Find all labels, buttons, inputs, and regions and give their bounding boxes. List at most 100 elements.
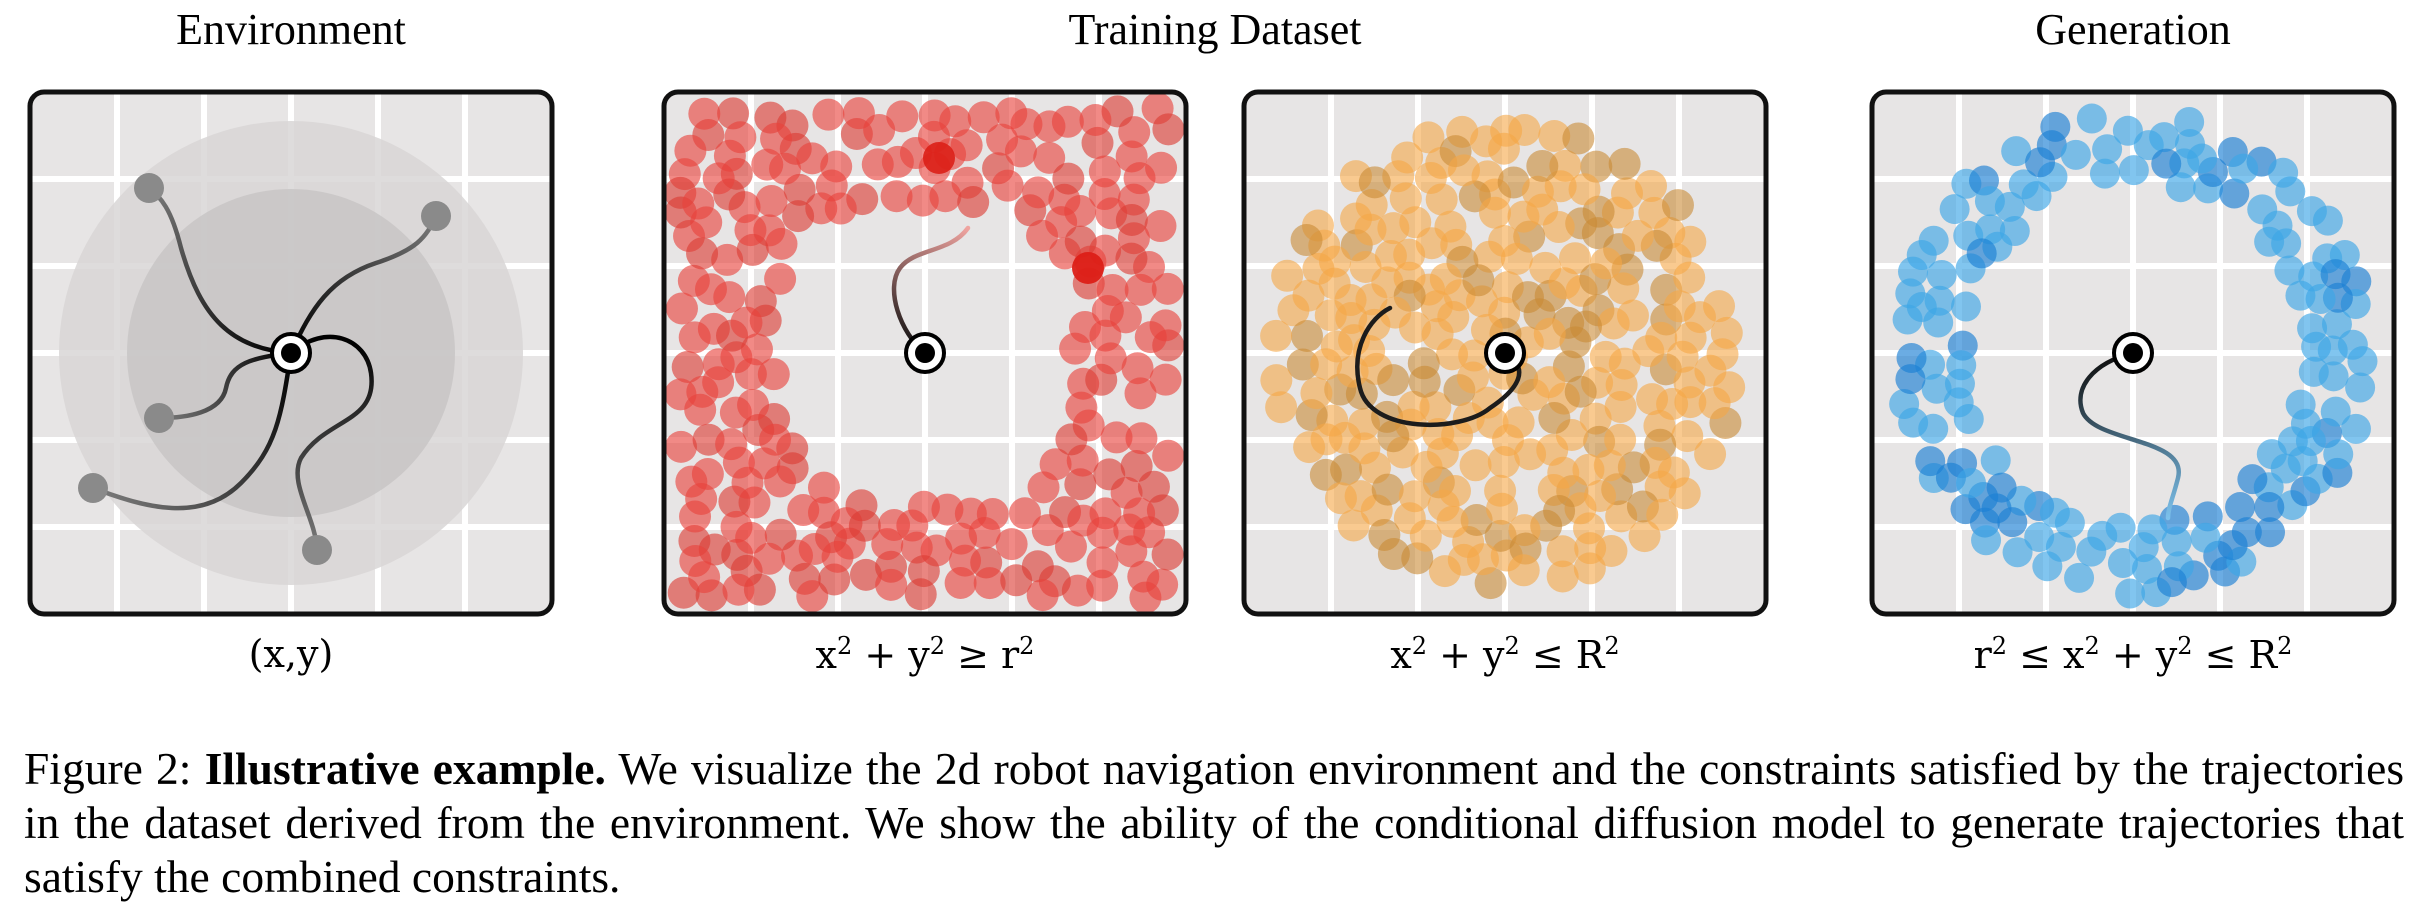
- data-point: [1980, 445, 2011, 476]
- data-point: [1293, 431, 1326, 464]
- data-point: [755, 185, 788, 218]
- data-point: [2054, 507, 2085, 538]
- data-point: [1377, 364, 1410, 397]
- data-point: [1568, 173, 1601, 206]
- data-point: [2340, 413, 2371, 444]
- data-point: [1358, 166, 1391, 199]
- data-point: [764, 465, 797, 498]
- data-point: [1152, 113, 1185, 146]
- data-point: [2060, 139, 2091, 170]
- data-point: [1487, 446, 1520, 479]
- data-point: [880, 180, 913, 213]
- data-point: [1607, 272, 1640, 305]
- data-point: [1668, 477, 1701, 510]
- trajectory-endpoint: [421, 201, 451, 231]
- trajectory-path: [288, 213, 439, 356]
- data-point: [1564, 375, 1597, 408]
- trajectory-path: [146, 185, 294, 356]
- data-point: [2107, 547, 2138, 578]
- data-point: [1966, 238, 1997, 269]
- data-point: [1906, 292, 1937, 323]
- data-point: [1487, 132, 1520, 165]
- data-point: [1290, 224, 1323, 257]
- data-point: [1437, 300, 1470, 333]
- data-point: [702, 162, 735, 195]
- data-point: [2274, 255, 2305, 286]
- data-point: [1260, 364, 1293, 397]
- data-point: [1485, 492, 1518, 525]
- content: [664, 92, 1185, 614]
- data-point: [760, 122, 793, 155]
- data-point: [769, 152, 802, 185]
- data-point: [1300, 377, 1333, 410]
- data-point: [1939, 194, 1970, 225]
- data-point: [1617, 451, 1650, 484]
- data-point: [995, 528, 1028, 561]
- data-point: [2295, 426, 2326, 457]
- data-point: [1349, 250, 1382, 283]
- data-point: [1026, 579, 1059, 612]
- data-point: [1562, 122, 1595, 155]
- data-point: [1915, 446, 1946, 477]
- data-point: [1456, 361, 1489, 394]
- data-point: [1447, 543, 1480, 576]
- data-point: [1459, 449, 1492, 482]
- data-point: [1628, 520, 1661, 553]
- data-point: [1479, 196, 1512, 229]
- data-point: [1569, 310, 1602, 343]
- data-point: [875, 568, 908, 601]
- data-point: [1354, 213, 1387, 246]
- data-point: [1547, 456, 1580, 489]
- data-point: [798, 532, 831, 565]
- data-point: [1436, 338, 1469, 371]
- data-point: [2128, 532, 2159, 563]
- data-point: [907, 490, 940, 523]
- data-point: [757, 358, 790, 391]
- data-point: [2105, 512, 2136, 543]
- data-point: [1597, 307, 1630, 340]
- data-point: [782, 200, 815, 233]
- training-inner-panel: [1240, 88, 1770, 618]
- data-point: [820, 150, 853, 183]
- data-point: [1079, 104, 1112, 137]
- data-point: [1072, 252, 1104, 284]
- data-point: [1054, 530, 1087, 563]
- data-point: [1309, 458, 1342, 491]
- data-point: [918, 99, 951, 132]
- data-point: [2270, 453, 2301, 484]
- data-point: [1151, 272, 1184, 305]
- data-point: [796, 580, 829, 613]
- trajectory-path: [90, 350, 294, 511]
- data-point: [1994, 191, 2025, 222]
- data-point: [1950, 291, 1981, 322]
- content: [59, 121, 523, 585]
- data-point: [2347, 346, 2378, 377]
- data-point: [1086, 569, 1119, 602]
- data-point: [711, 243, 744, 276]
- label-outer-constraint: x2 + y2 ≥ r2: [815, 632, 1035, 677]
- data-point: [1538, 119, 1571, 152]
- data-point: [1488, 224, 1521, 257]
- label-environment: (x,y): [248, 632, 334, 676]
- data-point: [1906, 240, 1937, 271]
- data-point: [1646, 498, 1679, 531]
- data-point: [1121, 352, 1154, 385]
- data-point: [2317, 335, 2348, 366]
- data-point: [1081, 126, 1114, 159]
- data-point: [1123, 497, 1156, 530]
- trajectory-path: [2078, 350, 2181, 521]
- data-point: [1447, 154, 1480, 187]
- data-point: [665, 292, 698, 325]
- data-point: [1533, 366, 1566, 399]
- data-point: [1377, 538, 1410, 571]
- data-point: [1429, 262, 1462, 295]
- data-point: [1052, 162, 1085, 195]
- data-point: [2187, 143, 2218, 174]
- data-point: [1511, 281, 1544, 314]
- data-point: [674, 134, 707, 167]
- data-point: [682, 187, 715, 220]
- data-point: [1067, 504, 1100, 537]
- data-point: [740, 333, 773, 366]
- data-point: [1310, 348, 1343, 381]
- data-point: [812, 98, 845, 131]
